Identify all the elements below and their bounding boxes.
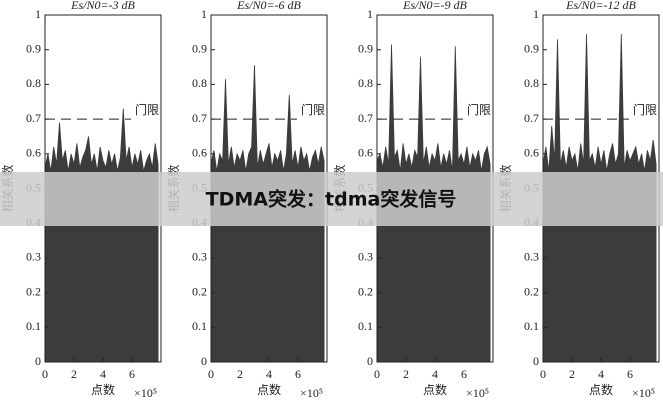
y-tick-label: 0 <box>367 354 373 368</box>
y-tick-label: 0.1 <box>524 319 539 333</box>
y-tick-label: 0.2 <box>192 284 207 298</box>
y-tick-label: 0 <box>201 354 207 368</box>
y-tick-label: 0.6 <box>192 146 207 160</box>
x-axis-label: 点数 <box>91 382 115 397</box>
x-tick-label: 6 <box>295 367 301 381</box>
chart-title: Es/N0=-3 dB <box>70 0 135 12</box>
y-tick-label: 0.2 <box>26 284 41 298</box>
y-tick-label: 0.3 <box>524 250 539 264</box>
x-tick-label: 2 <box>403 367 409 381</box>
x-multiplier: ×10⁵ <box>300 386 323 400</box>
x-axis-label: 点数 <box>423 382 447 397</box>
y-tick-label: 0 <box>533 354 539 368</box>
x-axis-label: 点数 <box>257 382 281 397</box>
x-tick-label: 6 <box>627 367 633 381</box>
x-axis-label: 点数 <box>589 382 613 397</box>
y-tick-label: 1 <box>35 7 41 21</box>
chart-title: Es/N0=-12 dB <box>565 0 636 12</box>
y-tick-label: 0.3 <box>192 250 207 264</box>
chart-title: Es/N0=-6 dB <box>236 0 301 12</box>
y-tick-label: 0.6 <box>26 146 41 160</box>
y-tick-label: 0.9 <box>358 41 373 55</box>
x-tick-label: 4 <box>100 367 106 381</box>
x-tick-label: 4 <box>598 367 604 381</box>
y-tick-label: 0.8 <box>26 76 41 90</box>
y-tick-label: 0.1 <box>358 319 373 333</box>
y-tick-label: 0.2 <box>524 284 539 298</box>
x-tick-label: 2 <box>569 367 575 381</box>
y-tick-label: 0.6 <box>358 146 373 160</box>
x-tick-label: 0 <box>42 367 48 381</box>
threshold-label: 门限 <box>467 102 491 117</box>
y-tick-label: 1 <box>533 7 539 21</box>
threshold-label: 门限 <box>301 102 325 117</box>
y-tick-label: 0.9 <box>192 41 207 55</box>
banner-band <box>0 172 663 226</box>
y-tick-label: 0.7 <box>192 111 207 125</box>
threshold-label: 门限 <box>135 102 159 117</box>
y-tick-label: 0.8 <box>358 76 373 90</box>
y-tick-label: 0.8 <box>192 76 207 90</box>
x-tick-label: 2 <box>237 367 243 381</box>
x-tick-label: 4 <box>432 367 438 381</box>
y-tick-label: 0.7 <box>26 111 41 125</box>
x-tick-label: 4 <box>266 367 272 381</box>
y-tick-label: 0.3 <box>26 250 41 264</box>
x-multiplier: ×10⁵ <box>466 386 489 400</box>
y-tick-label: 0.2 <box>358 284 373 298</box>
x-tick-label: 6 <box>129 367 135 381</box>
y-tick-label: 1 <box>201 7 207 21</box>
y-tick-label: 0.9 <box>524 41 539 55</box>
y-tick-label: 0.3 <box>358 250 373 264</box>
y-tick-label: 0.1 <box>26 319 41 333</box>
x-multiplier: ×10⁵ <box>134 386 157 400</box>
x-multiplier: ×10⁵ <box>632 386 655 400</box>
chart-title: Es/N0=-9 dB <box>402 0 467 12</box>
y-tick-label: 0.6 <box>524 146 539 160</box>
y-tick-label: 0.1 <box>192 319 207 333</box>
y-tick-label: 0.7 <box>358 111 373 125</box>
x-tick-label: 0 <box>208 367 214 381</box>
banner-text: TDMA突发：tdma突发信号 <box>206 188 457 211</box>
x-tick-label: 6 <box>461 367 467 381</box>
x-tick-label: 2 <box>71 367 77 381</box>
x-tick-label: 0 <box>374 367 380 381</box>
y-tick-label: 1 <box>367 7 373 21</box>
y-tick-label: 0.7 <box>524 111 539 125</box>
y-tick-label: 0 <box>35 354 41 368</box>
y-tick-label: 0.9 <box>26 41 41 55</box>
threshold-label: 门限 <box>633 102 657 117</box>
x-tick-label: 0 <box>540 367 546 381</box>
y-tick-label: 0.8 <box>524 76 539 90</box>
